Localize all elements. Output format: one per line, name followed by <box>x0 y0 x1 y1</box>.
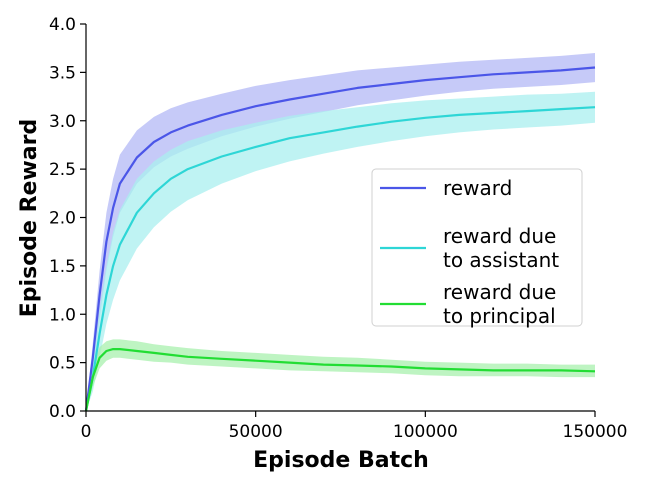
y-tick-label: 2.5 <box>49 160 76 180</box>
y-tick-label: 2.0 <box>49 209 76 229</box>
x-tick-label: 0 <box>81 422 92 442</box>
line-reward <box>84 66 596 412</box>
band-reward-due-to-principal <box>86 339 595 411</box>
y-tick-label: 1.5 <box>49 257 76 277</box>
series-lines <box>84 66 596 412</box>
y-tick-label: 0.0 <box>49 402 76 422</box>
legend-box <box>371 168 583 327</box>
x-tick-label: 100000 <box>393 422 458 442</box>
x-tick-label: 150000 <box>563 422 628 442</box>
line-reward-due-to-principal <box>84 348 596 412</box>
x-tick-label: 50000 <box>229 422 283 442</box>
x-axis-title: Episode Batch <box>253 448 429 473</box>
band-reward-due-to-assistant <box>86 91 595 411</box>
legend-label-reward-due-to-principal: to principal <box>443 304 556 328</box>
x-axis-ticks: 0 50000 100000 150000 <box>81 411 628 442</box>
y-axis-title: Episode Reward <box>17 119 42 317</box>
y-tick-label: 1.0 <box>49 305 76 325</box>
y-axis-ticks: 0.0 0.5 1.0 1.5 2.0 2.5 3.0 3.5 4.0 <box>49 15 86 422</box>
y-tick-label: 3.5 <box>49 63 76 83</box>
legend-label-reward-due-to-principal: reward due <box>443 280 556 304</box>
line-reward-due-to-assistant <box>84 106 596 412</box>
legend-label-reward: reward <box>443 176 512 200</box>
y-tick-label: 4.0 <box>49 15 76 35</box>
y-tick-label: 0.5 <box>49 354 76 374</box>
legend-label-reward-due-to-assistant: reward due <box>443 224 556 248</box>
legend-label-reward-due-to-assistant: to assistant <box>443 248 559 272</box>
y-tick-label: 3.0 <box>49 112 76 132</box>
